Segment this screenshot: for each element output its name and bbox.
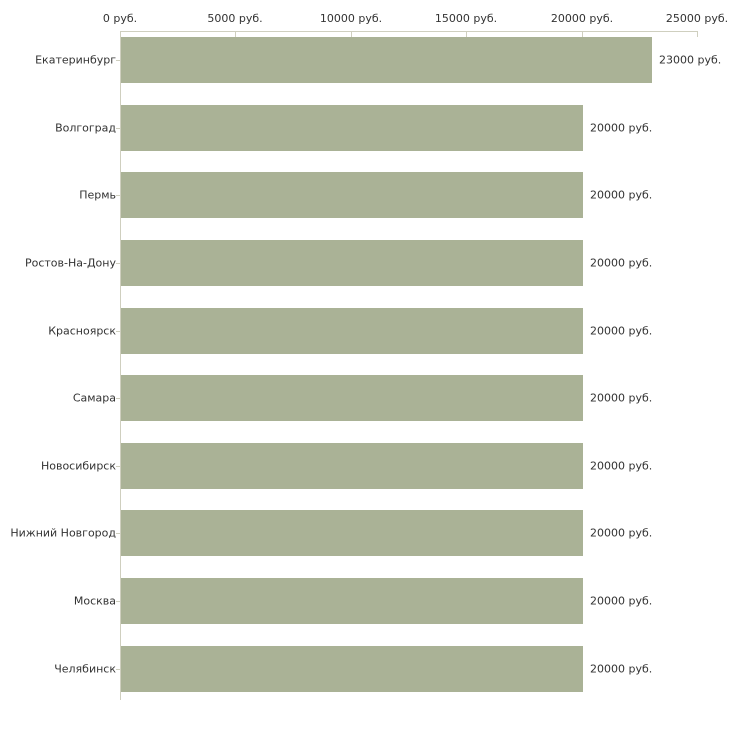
y-axis-tick [116, 533, 121, 534]
category-label: Красноярск [48, 324, 116, 338]
x-axis-tick [697, 31, 698, 37]
category-label: Нижний Новгород [10, 526, 116, 540]
x-axis-tick [582, 31, 583, 37]
y-axis-tick [116, 398, 121, 399]
bar [121, 510, 583, 556]
bar [121, 375, 583, 421]
y-axis-tick [116, 669, 121, 670]
y-axis-tick [116, 128, 121, 129]
bar [121, 578, 583, 624]
y-axis-tick [116, 263, 121, 264]
x-axis-tick-label: 0 руб. [102, 12, 138, 25]
category-label: Ростов-На-Дону [24, 256, 116, 270]
y-axis-line [120, 31, 121, 700]
x-axis-tick [120, 31, 121, 37]
value-label: 23000 руб. [659, 53, 722, 67]
bar [121, 443, 583, 489]
y-axis-tick [116, 601, 121, 602]
x-axis-tick [351, 31, 352, 37]
x-axis-tick-label: 15000 руб. [434, 12, 498, 25]
x-axis-tick [466, 31, 467, 37]
value-label: 20000 руб. [590, 662, 653, 676]
x-axis-tick-label: 5000 руб. [207, 12, 263, 25]
value-label: 20000 руб. [590, 324, 653, 338]
value-label: 20000 руб. [590, 256, 653, 270]
x-axis-tick-label: 10000 руб. [319, 12, 383, 25]
value-label: 20000 руб. [590, 526, 653, 540]
value-label: 20000 руб. [590, 391, 653, 405]
x-axis-tick [235, 31, 236, 37]
x-axis-tick-label: 20000 руб. [550, 12, 614, 25]
y-axis-tick [116, 331, 121, 332]
value-label: 20000 руб. [590, 594, 653, 608]
bar [121, 172, 583, 218]
y-axis-tick [116, 466, 121, 467]
category-label: Москва [73, 594, 116, 608]
x-axis-line [120, 31, 698, 32]
category-label: Челябинск [54, 662, 116, 676]
x-axis-tick-label: 25000 руб. [665, 12, 729, 25]
category-label: Пермь [79, 188, 116, 202]
category-label: Новосибирск [40, 459, 116, 473]
category-label: Екатеринбург [35, 53, 116, 67]
category-label: Самара [72, 391, 116, 405]
bar [121, 646, 583, 692]
value-label: 20000 руб. [590, 459, 653, 473]
y-axis-tick [116, 195, 121, 196]
bar [121, 37, 652, 83]
category-label: Волгоград [55, 121, 116, 135]
bar [121, 308, 583, 354]
bar [121, 240, 583, 286]
bar [121, 105, 583, 151]
value-label: 20000 руб. [590, 121, 653, 135]
y-axis-tick [116, 60, 121, 61]
value-label: 20000 руб. [590, 188, 653, 202]
